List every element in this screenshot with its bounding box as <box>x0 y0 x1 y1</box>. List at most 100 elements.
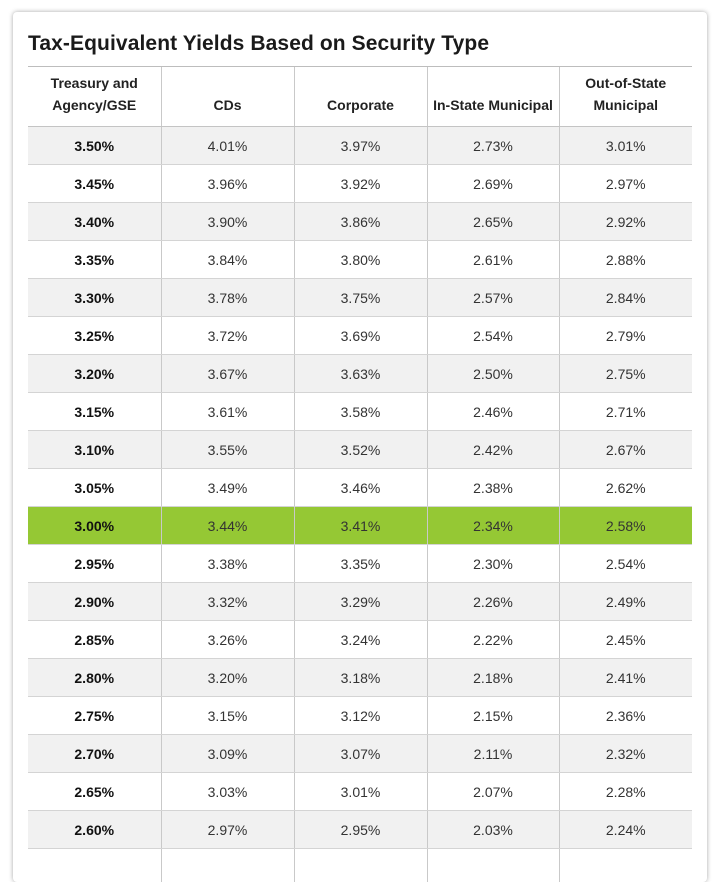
cds-cell: 3.84% <box>161 241 294 279</box>
out-of-state-municipal-cell <box>559 849 692 882</box>
corporate-cell: 3.75% <box>294 279 427 317</box>
corporate-cell: 3.35% <box>294 545 427 583</box>
corporate-cell: 3.80% <box>294 241 427 279</box>
table-row: 2.85%3.26%3.24%2.22%2.45% <box>28 621 692 659</box>
corporate-cell: 3.63% <box>294 355 427 393</box>
out-of-state-municipal-cell: 2.75% <box>559 355 692 393</box>
yields-table: Treasury and Agency/GSE CDs Corporate In… <box>28 66 692 882</box>
treasury-cell: 3.25% <box>28 317 161 355</box>
table-row: 2.70%3.09%3.07%2.11%2.32% <box>28 735 692 773</box>
cds-cell: 3.09% <box>161 735 294 773</box>
header-cds: CDs <box>161 67 294 127</box>
in-state-municipal-cell: 2.73% <box>427 127 559 165</box>
table-row: 3.35%3.84%3.80%2.61%2.88% <box>28 241 692 279</box>
treasury-cell: 2.65% <box>28 773 161 811</box>
in-state-municipal-cell: 2.34% <box>427 507 559 545</box>
corporate-cell: 3.46% <box>294 469 427 507</box>
table-title: Tax-Equivalent Yields Based on Security … <box>28 32 489 56</box>
cds-cell: 3.55% <box>161 431 294 469</box>
table-row: 3.10%3.55%3.52%2.42%2.67% <box>28 431 692 469</box>
out-of-state-municipal-cell: 2.79% <box>559 317 692 355</box>
out-of-state-municipal-cell: 2.97% <box>559 165 692 203</box>
treasury-cell: 3.50% <box>28 127 161 165</box>
out-of-state-municipal-cell: 2.71% <box>559 393 692 431</box>
in-state-municipal-cell: 2.65% <box>427 203 559 241</box>
corporate-cell: 3.69% <box>294 317 427 355</box>
table-row: 2.60%2.97%2.95%2.03%2.24% <box>28 811 692 849</box>
treasury-cell: 2.70% <box>28 735 161 773</box>
treasury-cell: 2.95% <box>28 545 161 583</box>
out-of-state-municipal-cell: 2.45% <box>559 621 692 659</box>
cds-cell: 3.90% <box>161 203 294 241</box>
treasury-cell: 3.45% <box>28 165 161 203</box>
corporate-cell: 3.24% <box>294 621 427 659</box>
cds-cell: 3.15% <box>161 697 294 735</box>
in-state-municipal-cell: 2.42% <box>427 431 559 469</box>
corporate-cell: 3.97% <box>294 127 427 165</box>
treasury-cell: 3.05% <box>28 469 161 507</box>
out-of-state-municipal-cell: 2.58% <box>559 507 692 545</box>
table-row: 3.30%3.78%3.75%2.57%2.84% <box>28 279 692 317</box>
table-row: 3.25%3.72%3.69%2.54%2.79% <box>28 317 692 355</box>
table-header: Treasury and Agency/GSE CDs Corporate In… <box>28 67 692 127</box>
table-row: 3.05%3.49%3.46%2.38%2.62% <box>28 469 692 507</box>
cds-cell: 3.67% <box>161 355 294 393</box>
out-of-state-municipal-cell: 2.41% <box>559 659 692 697</box>
header-in-state-municipal: In-State Municipal <box>427 67 559 127</box>
cds-cell: 3.38% <box>161 545 294 583</box>
in-state-municipal-cell: 2.50% <box>427 355 559 393</box>
in-state-municipal-cell: 2.15% <box>427 697 559 735</box>
corporate-cell <box>294 849 427 882</box>
cds-cell: 3.44% <box>161 507 294 545</box>
in-state-municipal-cell: 2.18% <box>427 659 559 697</box>
cds-cell: 4.01% <box>161 127 294 165</box>
out-of-state-municipal-cell: 2.36% <box>559 697 692 735</box>
table-row: 3.50%4.01%3.97%2.73%3.01% <box>28 127 692 165</box>
cds-cell: 3.20% <box>161 659 294 697</box>
table-row: 3.20%3.67%3.63%2.50%2.75% <box>28 355 692 393</box>
table-row: 2.75%3.15%3.12%2.15%2.36% <box>28 697 692 735</box>
in-state-municipal-cell: 2.11% <box>427 735 559 773</box>
cds-cell: 3.61% <box>161 393 294 431</box>
out-of-state-municipal-cell: 2.49% <box>559 583 692 621</box>
cds-cell: 3.26% <box>161 621 294 659</box>
corporate-cell: 3.18% <box>294 659 427 697</box>
corporate-cell: 3.01% <box>294 773 427 811</box>
treasury-cell: 3.35% <box>28 241 161 279</box>
in-state-municipal-cell: 2.69% <box>427 165 559 203</box>
cds-cell: 3.78% <box>161 279 294 317</box>
out-of-state-municipal-cell: 2.84% <box>559 279 692 317</box>
treasury-cell: 2.80% <box>28 659 161 697</box>
out-of-state-municipal-cell: 2.88% <box>559 241 692 279</box>
in-state-municipal-cell <box>427 849 559 882</box>
treasury-cell: 2.90% <box>28 583 161 621</box>
table-row: 2.95%3.38%3.35%2.30%2.54% <box>28 545 692 583</box>
in-state-municipal-cell: 2.30% <box>427 545 559 583</box>
out-of-state-municipal-cell: 2.92% <box>559 203 692 241</box>
table-row: 2.65%3.03%3.01%2.07%2.28% <box>28 773 692 811</box>
treasury-cell: 2.75% <box>28 697 161 735</box>
out-of-state-municipal-cell: 2.24% <box>559 811 692 849</box>
corporate-cell: 3.58% <box>294 393 427 431</box>
cds-cell: 3.49% <box>161 469 294 507</box>
header-treasury: Treasury and Agency/GSE <box>28 67 161 127</box>
treasury-cell: 3.00% <box>28 507 161 545</box>
treasury-cell <box>28 849 161 882</box>
out-of-state-municipal-cell: 2.67% <box>559 431 692 469</box>
out-of-state-municipal-cell: 2.28% <box>559 773 692 811</box>
cds-cell: 3.03% <box>161 773 294 811</box>
in-state-municipal-cell: 2.38% <box>427 469 559 507</box>
table-row: 3.40%3.90%3.86%2.65%2.92% <box>28 203 692 241</box>
in-state-municipal-cell: 2.46% <box>427 393 559 431</box>
corporate-cell: 2.95% <box>294 811 427 849</box>
treasury-cell: 3.30% <box>28 279 161 317</box>
treasury-cell: 3.40% <box>28 203 161 241</box>
table-row: 2.90%3.32%3.29%2.26%2.49% <box>28 583 692 621</box>
in-state-municipal-cell: 2.54% <box>427 317 559 355</box>
header-out-of-state-municipal: Out-of-State Municipal <box>559 67 692 127</box>
corporate-cell: 3.12% <box>294 697 427 735</box>
cds-cell <box>161 849 294 882</box>
treasury-cell: 2.85% <box>28 621 161 659</box>
treasury-cell: 3.10% <box>28 431 161 469</box>
in-state-municipal-cell: 2.57% <box>427 279 559 317</box>
